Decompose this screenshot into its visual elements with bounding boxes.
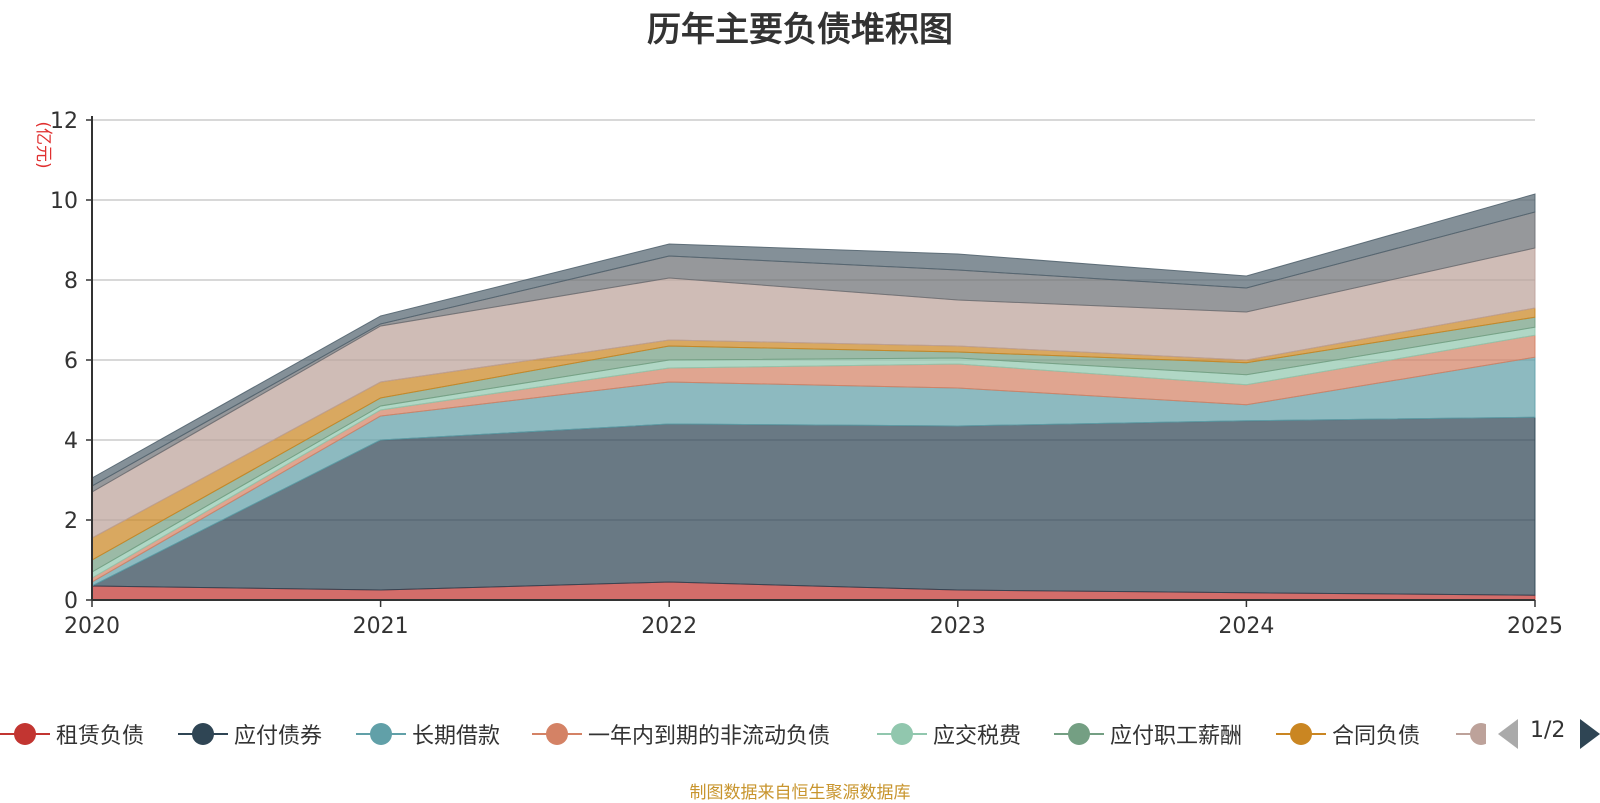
legend-next-page-icon[interactable] bbox=[1580, 719, 1600, 749]
legend-item[interactable]: 长期借款 bbox=[356, 712, 500, 756]
x-tick-label: 2021 bbox=[353, 614, 409, 639]
legend-item[interactable]: 合同负债 bbox=[1276, 712, 1420, 756]
x-tick-label: 2024 bbox=[1218, 614, 1274, 639]
y-tick-label: 4 bbox=[64, 429, 78, 454]
legend-label: 租赁负债 bbox=[56, 724, 145, 749]
axis-labels: 0 2 4 6 8 10 12 2020 2021 2022 2023 2024 2025 (亿元) bbox=[33, 109, 1563, 639]
axes bbox=[86, 116, 1536, 607]
series-areas bbox=[91, 193, 1536, 601]
area-series-9[interactable] bbox=[91, 193, 1536, 487]
y-tick-label: 10 bbox=[50, 189, 78, 214]
legend-label: 应付职工薪酬 bbox=[1110, 724, 1243, 749]
legend-circle-icon bbox=[1054, 712, 1104, 756]
chart-title: 历年主要负债堆积图 bbox=[647, 10, 953, 50]
x-tick-label: 2022 bbox=[641, 614, 697, 639]
legend-label: 应交税费 bbox=[933, 724, 1022, 749]
x-tick-label: 2025 bbox=[1507, 614, 1563, 639]
x-tick-label: 2023 bbox=[930, 614, 986, 639]
legend-item[interactable]: 一年内到期的非流动负债 bbox=[532, 712, 830, 756]
legend-label: 一年内到期的非流动负债 bbox=[588, 724, 831, 749]
legend-circle-icon bbox=[1456, 712, 1486, 756]
y-tick-label: 2 bbox=[64, 509, 78, 534]
y-tick-label: 8 bbox=[64, 269, 78, 294]
legend-circle-icon bbox=[1276, 712, 1326, 756]
legend-circle-icon bbox=[356, 712, 406, 756]
legend-prev-page-icon[interactable] bbox=[1498, 719, 1518, 749]
chart-area: 0 2 4 6 8 10 12 2020 2021 2022 2023 2024 2025 (亿元) bbox=[33, 109, 1563, 639]
legend-page-indicator: 1/2 bbox=[1530, 718, 1566, 743]
y-tick-label: 0 bbox=[64, 589, 78, 614]
legend-item[interactable] bbox=[1456, 712, 1486, 756]
legend-label: 长期借款 bbox=[412, 724, 501, 749]
legend-item[interactable]: 应付债券 bbox=[178, 712, 322, 756]
legend-circle-icon bbox=[877, 712, 927, 756]
y-tick-label: 12 bbox=[50, 109, 78, 134]
legend-item[interactable]: 租赁负债 bbox=[0, 712, 144, 756]
x-tick-label: 2020 bbox=[64, 614, 120, 639]
legend-item[interactable]: 应付职工薪酬 bbox=[1054, 712, 1242, 756]
legend-circle-icon bbox=[532, 712, 582, 756]
legend-label: 合同负债 bbox=[1332, 724, 1421, 749]
source-note: 制图数据来自恒生聚源数据库 bbox=[689, 783, 911, 803]
y-tick-label: 6 bbox=[64, 349, 78, 374]
legend-item[interactable]: 应交税费 bbox=[877, 712, 1021, 756]
legend-circle-icon bbox=[178, 712, 228, 756]
y-axis-unit-label: (亿元) bbox=[33, 121, 53, 168]
legend: 租赁负债 应付债券 长期借款 一年内到期的非流动负债 应交税费 应付职工薪酬 合同负债 bbox=[0, 712, 1600, 756]
legend-circle-icon bbox=[0, 712, 50, 756]
legend-label: 应付债券 bbox=[234, 724, 323, 749]
